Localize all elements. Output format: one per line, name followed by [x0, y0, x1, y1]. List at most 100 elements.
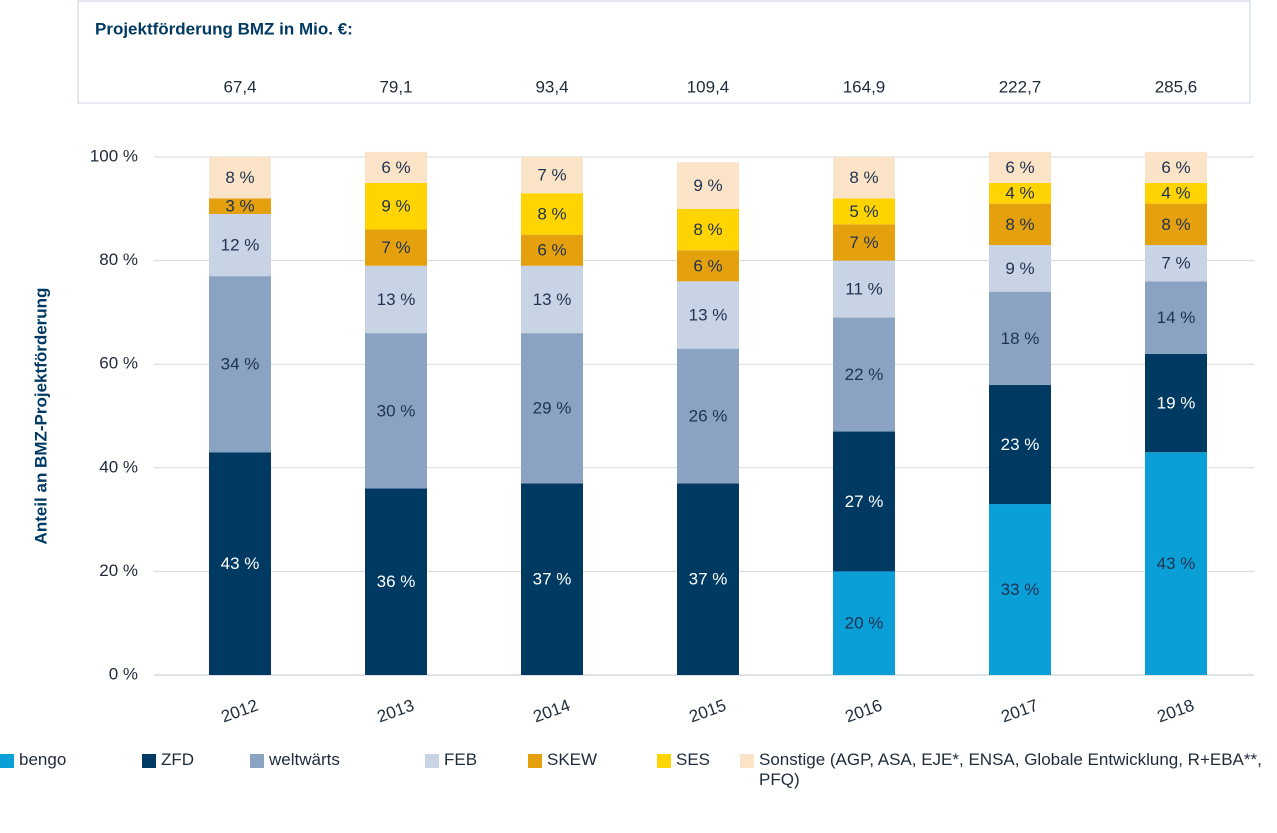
data-label: 29 % — [533, 399, 572, 418]
bar-segment — [1145, 452, 1207, 675]
bar-segment — [1145, 151, 1207, 183]
bar-segment — [833, 157, 895, 199]
data-label: 7 % — [849, 233, 878, 252]
legend-swatch — [740, 754, 754, 768]
bar-segment — [989, 182, 1051, 204]
data-label: 8 % — [693, 220, 722, 239]
data-label: 33 % — [1001, 580, 1040, 599]
bar-segment — [209, 276, 271, 453]
data-label: 18 % — [1001, 329, 1040, 348]
data-label: 6 % — [1161, 158, 1190, 177]
data-label: 19 % — [1157, 394, 1196, 413]
data-label: 13 % — [377, 290, 416, 309]
data-label: 37 % — [689, 570, 728, 589]
header-value: 164,9 — [843, 77, 886, 96]
bar-segment — [833, 224, 895, 261]
data-label: 12 % — [221, 236, 260, 255]
bar-segment — [209, 198, 271, 214]
bar-segment — [1145, 203, 1207, 246]
bar-segment — [209, 213, 271, 277]
x-tick-label: 2012 — [219, 696, 261, 727]
bar-segment — [989, 245, 1051, 292]
data-label: 8 % — [225, 168, 254, 187]
legend-swatch — [528, 754, 542, 768]
legend-swatch — [0, 754, 14, 768]
bar-segment — [209, 452, 271, 675]
bar-segment — [521, 265, 583, 334]
bar-segment — [365, 265, 427, 334]
data-label: 6 % — [1005, 158, 1034, 177]
data-label: 20 % — [845, 614, 884, 633]
bar-segment — [677, 281, 739, 349]
legend-label: SES — [676, 750, 711, 769]
bar-segment — [365, 333, 427, 489]
x-tick-label: 2014 — [531, 696, 573, 727]
legend-label: ZFD — [161, 750, 195, 769]
data-label: 14 % — [1157, 308, 1196, 327]
header-value: 93,4 — [535, 77, 568, 96]
bar-segment — [521, 333, 583, 484]
data-label: 9 % — [381, 197, 410, 216]
legend-item: SES — [657, 750, 710, 770]
legend-label: weltwärts — [269, 750, 340, 769]
data-label: 23 % — [1001, 435, 1040, 454]
y-tick-label: 80 % — [99, 250, 138, 269]
legend-label: SKEW — [547, 750, 598, 769]
header-box — [77, 0, 1251, 104]
bar-segment — [521, 234, 583, 266]
bar-segment — [521, 483, 583, 675]
bar-segment — [1145, 245, 1207, 282]
bar-segment — [989, 291, 1051, 385]
bar-segment — [1145, 353, 1207, 453]
data-label: 13 % — [689, 305, 728, 324]
x-tick-label: 2015 — [687, 696, 729, 727]
bar-segment — [365, 182, 427, 230]
y-tick-label: 20 % — [99, 561, 138, 580]
data-label: 6 % — [381, 158, 410, 177]
x-tick-label: 2017 — [999, 696, 1041, 727]
y-tick-label: 60 % — [99, 354, 138, 373]
chart: Projektförderung BMZ in Mio. €: Anteil a… — [31, 0, 1254, 727]
bar-segment — [833, 260, 895, 318]
header-value: 79,1 — [379, 77, 412, 96]
data-label: 36 % — [377, 572, 416, 591]
data-label: 7 % — [537, 166, 566, 185]
bar-segment — [989, 151, 1051, 183]
legend-swatch — [657, 754, 671, 768]
header-value: 109,4 — [687, 77, 730, 96]
x-tick-label: 2018 — [1155, 696, 1197, 727]
bar-segment — [1145, 281, 1207, 354]
legend-swatch — [425, 754, 439, 768]
data-label: 27 % — [845, 492, 884, 511]
bar-segment — [833, 571, 895, 675]
bar-segment — [833, 317, 895, 432]
legend-item: SKEW — [528, 750, 597, 770]
data-label: 7 % — [1161, 254, 1190, 273]
header-value: 222,7 — [999, 77, 1042, 96]
data-label: 26 % — [689, 406, 728, 425]
data-label: 9 % — [1005, 259, 1034, 278]
data-label: 30 % — [377, 401, 416, 420]
header-value: 67,4 — [223, 77, 256, 96]
y-tick-label: 40 % — [99, 457, 138, 476]
bar-segment — [365, 488, 427, 675]
bar-segment — [365, 229, 427, 266]
bar-segment — [989, 504, 1051, 675]
bar-segment — [677, 483, 739, 675]
data-label: 6 % — [693, 256, 722, 275]
data-label: 8 % — [537, 204, 566, 223]
data-label: 9 % — [693, 176, 722, 195]
bar-segment — [989, 384, 1051, 505]
bar-segment — [209, 157, 271, 199]
bar-segment — [677, 250, 739, 282]
legend-label: FEB — [444, 750, 478, 769]
bar-segment — [677, 162, 739, 209]
bar-segment — [677, 208, 739, 251]
y-tick-label: 100 % — [90, 146, 138, 165]
data-label: 4 % — [1005, 184, 1034, 203]
data-label: 13 % — [533, 290, 572, 309]
data-label: 22 % — [845, 365, 884, 384]
x-tick-label: 2013 — [375, 696, 417, 727]
legend-item: weltwärts — [250, 750, 340, 770]
